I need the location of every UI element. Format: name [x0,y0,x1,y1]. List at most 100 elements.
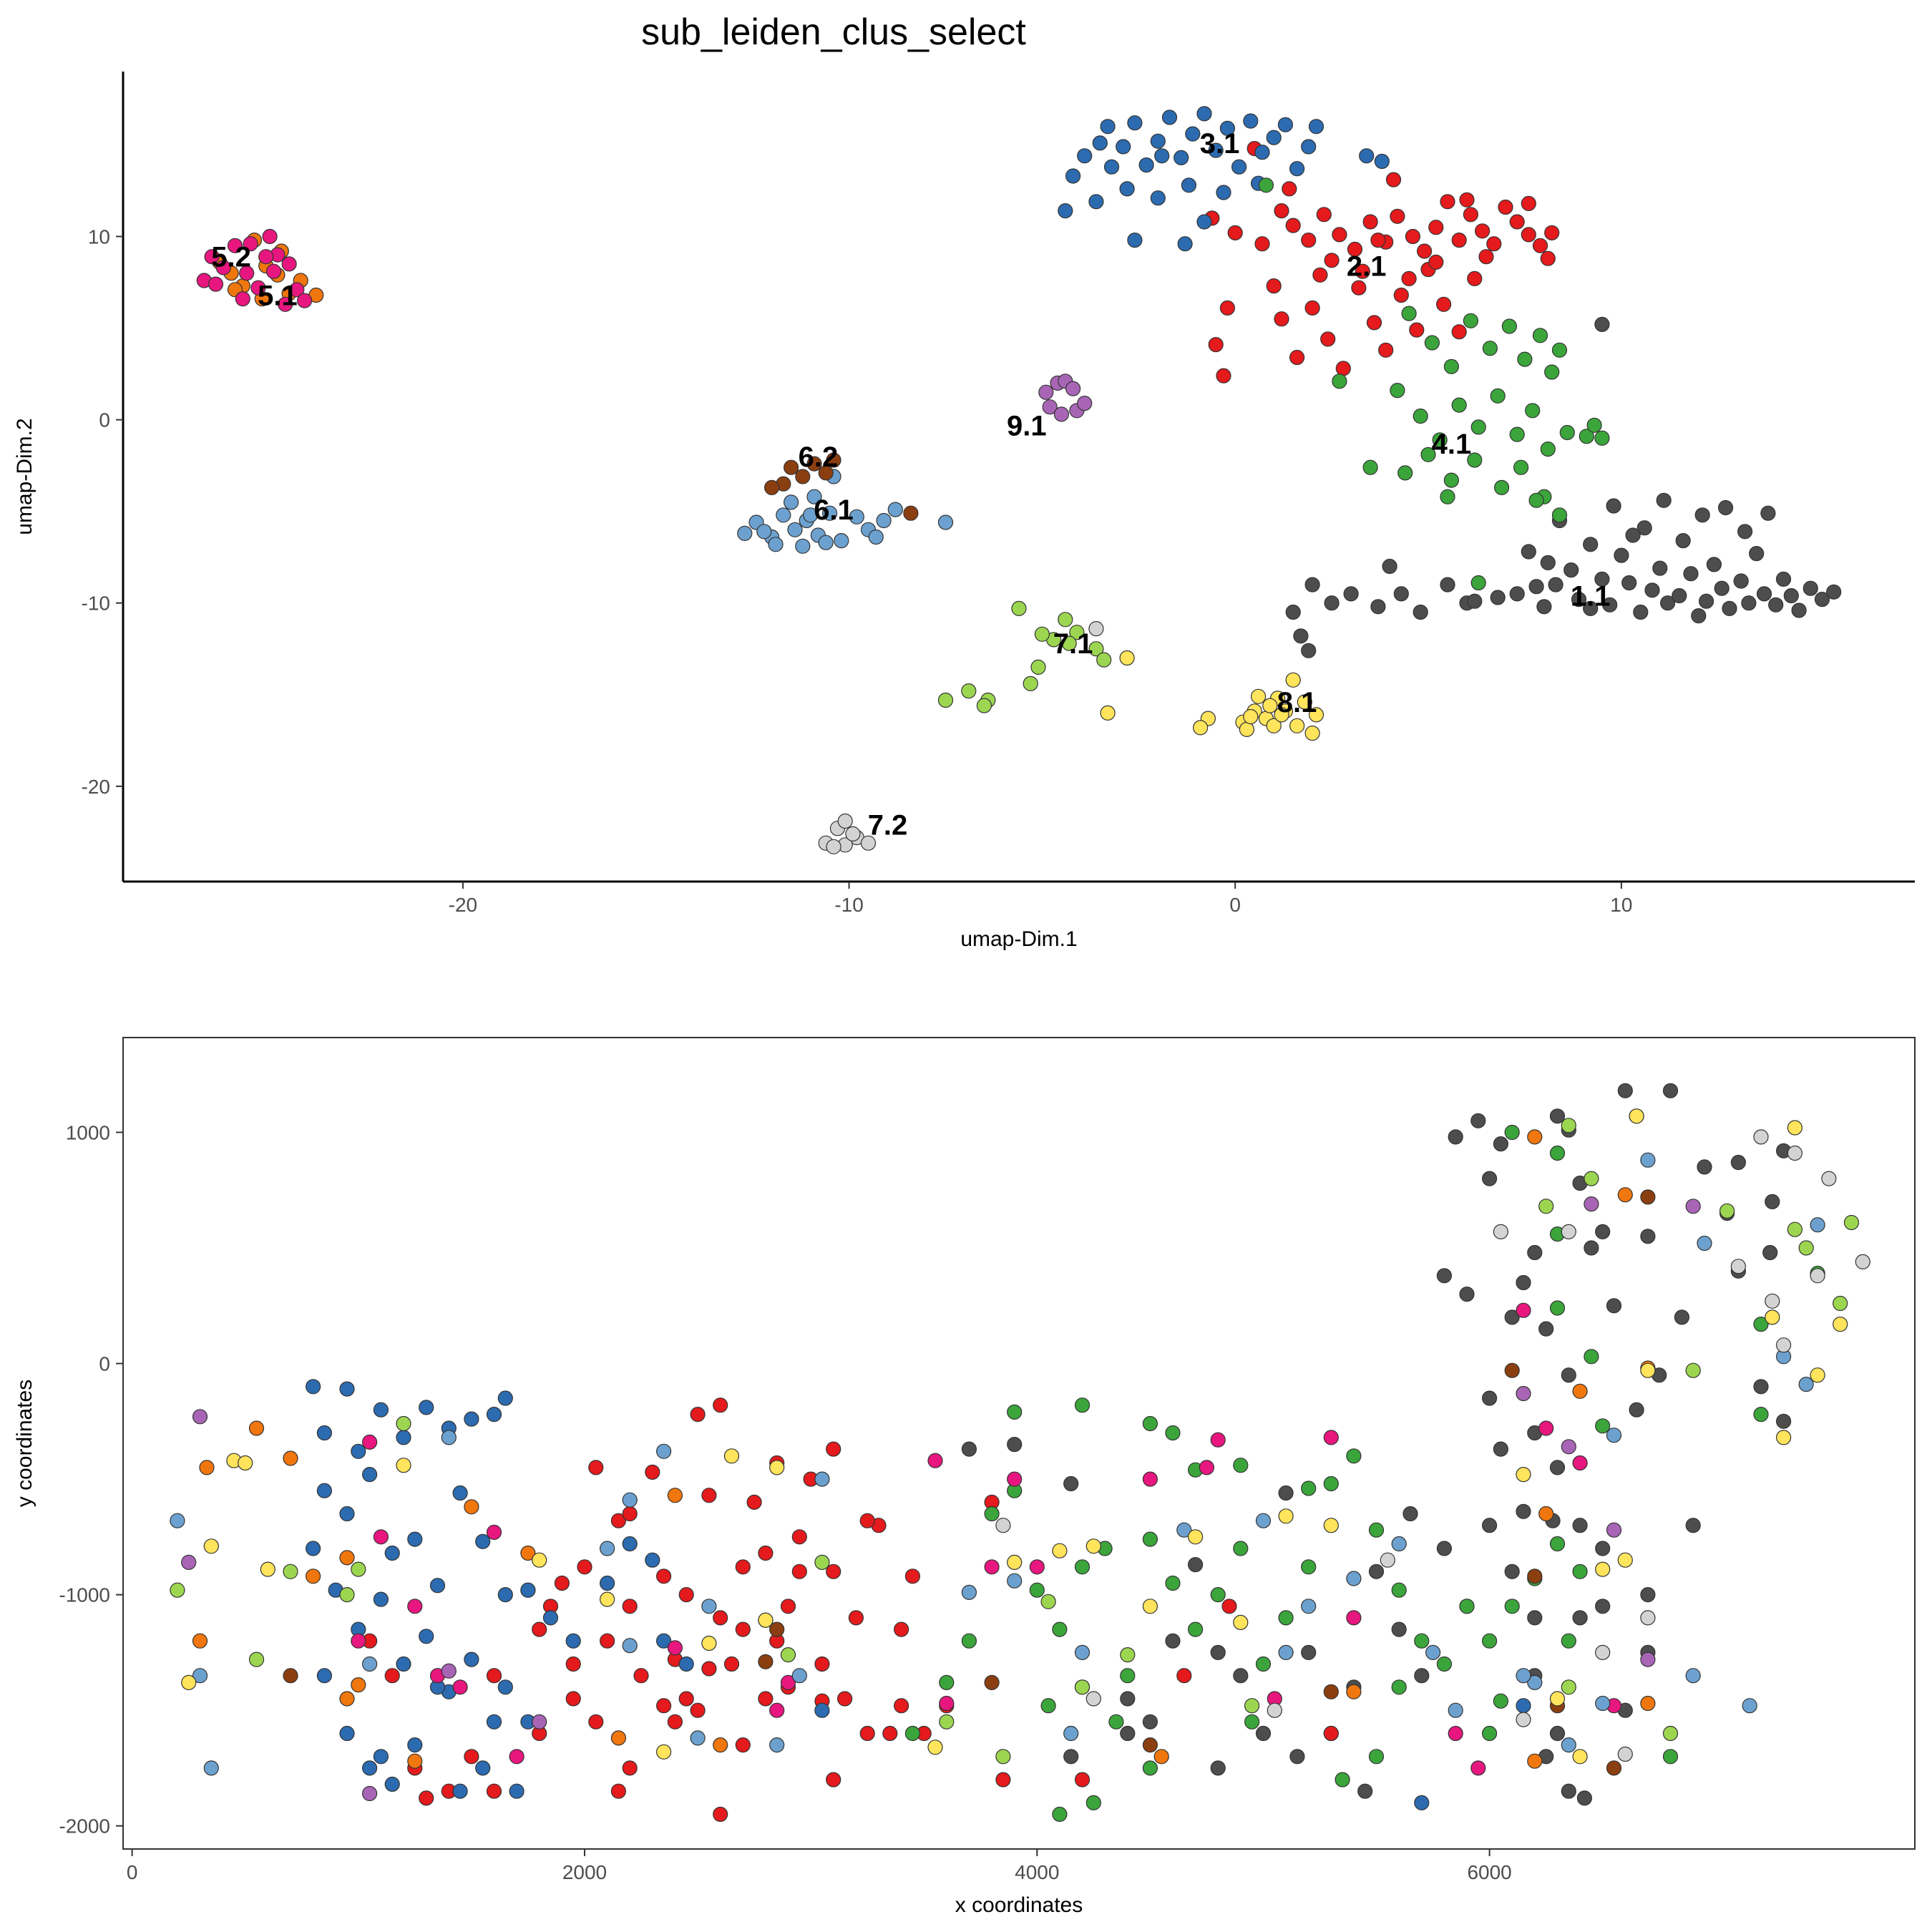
spatial-point-9.1 [532,1714,547,1729]
umap-point-6.1 [849,509,864,525]
spatial-point-7.1 [939,1714,955,1729]
spatial-point-3.1 [645,1552,660,1568]
spatial-point-6.1 [203,1760,219,1776]
umap-point-6.1 [806,489,822,504]
spatial-point-1.1 [1516,1503,1531,1519]
spatial-point-8.1 [1810,1367,1825,1383]
umap-point-6.2 [795,469,811,484]
umap-point-9.1 [1053,406,1070,422]
umap-point-1.1 [1548,577,1563,592]
umap-point-6.1 [868,529,884,545]
umap-point-3.1 [1088,194,1104,210]
spatial-point-6.1 [1640,1152,1656,1168]
spatial-point-4.1 [1210,1587,1226,1603]
spatial-point-3.1 [339,1381,355,1397]
umap-point-3.1 [1177,236,1193,252]
umap-point-9.1 [1038,384,1054,400]
spatial-point-7.2 [1267,1702,1282,1718]
spatial-point-3.1 [497,1587,513,1603]
spatial-point-7.2 [1821,1171,1837,1186]
umap-point-8.1 [1100,705,1116,721]
spatial-point-2.1 [758,1691,774,1707]
spatial-point-7.2 [1765,1293,1780,1309]
umap-point-8.1 [1192,720,1209,736]
umap-point-6.1 [737,525,753,542]
spatial-point-7.1 [1833,1295,1848,1312]
umap-point-5.2 [250,280,266,296]
spatial-point-1.1 [1187,1557,1204,1573]
umap-point-1.1 [1814,591,1830,608]
spatial-point-7.1 [1787,1221,1802,1237]
spatial-point-7.2 [1595,1644,1611,1660]
spatial-point-2.1 [599,1633,615,1649]
spatial-x-tick-label: 0 [127,1861,138,1883]
spatial-point-1.1 [1391,1621,1407,1637]
spatial-point-4.1 [1504,1124,1520,1141]
spatial-point-6.1 [1176,1522,1192,1538]
umap-point-6.1 [802,507,819,523]
umap-point-2.1 [1355,263,1370,279]
umap-point-6.1 [776,507,791,523]
spatial-point-3.1 [475,1760,491,1776]
umap-point-4.1 [1517,351,1533,367]
umap-point-7.1 [1011,600,1027,617]
spatial-point-1.1 [1776,1413,1792,1429]
umap-point-3.1 [1308,119,1324,135]
umap-x-tick-label: 0 [1229,894,1241,916]
spatial-point-8.1 [1516,1467,1531,1483]
umap-point-1.1 [1718,499,1734,516]
spatial-point-5.1 [520,1545,536,1561]
umap-point-3.1 [1374,153,1390,170]
cluster-label-8.1: 8.1 [1277,687,1317,718]
spatial-point-8.1 [701,1635,717,1652]
spatial-point-5.2 [361,1434,378,1450]
spatial-point-1.1 [1210,1760,1226,1776]
umap-point-4.1 [1451,397,1467,413]
spatial-point-1.1 [1459,1286,1475,1302]
spatial-point-5.2 [1323,1430,1339,1445]
umap-point-3.1 [1174,150,1189,165]
spatial-point-1.1 [1629,1402,1644,1418]
spatial-point-1.1 [1504,1563,1520,1579]
spatial-point-5.2 [984,1559,1000,1575]
umap-point-1.1 [1413,604,1428,620]
spatial-point-3.1 [486,1406,502,1423]
spatial-point-6.2 [758,1654,774,1669]
umap-point-3.1 [1127,233,1143,248]
spatial-y-axis-label: y coordinates [13,1380,36,1507]
umap-point-2.1 [1282,181,1297,197]
umap-point-5.2 [215,260,231,275]
spatial-point-2.1 [995,1772,1011,1787]
spatial-point-1.1 [1301,1644,1317,1660]
umap-point-4.1 [1467,452,1483,468]
spatial-point-8.1 [260,1561,275,1577]
spatial-point-4.1 [1085,1795,1101,1810]
spatial-point-5.2 [351,1633,366,1649]
spatial-point-1.1 [1617,1083,1633,1098]
spatial-point-5.2 [1199,1460,1215,1475]
spatial-point-2.1 [384,1668,400,1684]
spatial-point-1.1 [1165,1633,1181,1649]
spatial-point-3.1 [622,1536,638,1552]
spatial-point-5.2 [1448,1725,1463,1742]
spatial-point-4.1 [1233,1541,1249,1556]
umap-point-1.1 [1760,505,1776,521]
umap-point-4.1 [1490,388,1506,404]
spatial-point-2.1 [701,1488,717,1503]
spatial-point-5.2 [1007,1471,1023,1487]
spatial-point-2.1 [655,1568,672,1584]
umap-point-9.1 [1077,395,1093,411]
spatial-point-6.1 [1561,1737,1576,1753]
umap-point-6.2 [818,465,834,481]
spatial-point-1.1 [1255,1725,1272,1742]
umap-point-3.1 [1119,181,1135,197]
spatial-point-1.1 [1662,1083,1679,1098]
spatial-point-3.1 [565,1633,581,1649]
spatial-point-2.1 [848,1610,864,1626]
spatial-point-7.2 [1640,1610,1656,1626]
umap-point-2.1 [1378,342,1394,358]
spatial-point-4.1 [1549,1145,1566,1161]
umap-point-4.1 [1532,328,1548,343]
umap-x-ticks: -20 -10 0 10 [449,882,1632,916]
spatial-point-3.1 [419,1400,434,1415]
